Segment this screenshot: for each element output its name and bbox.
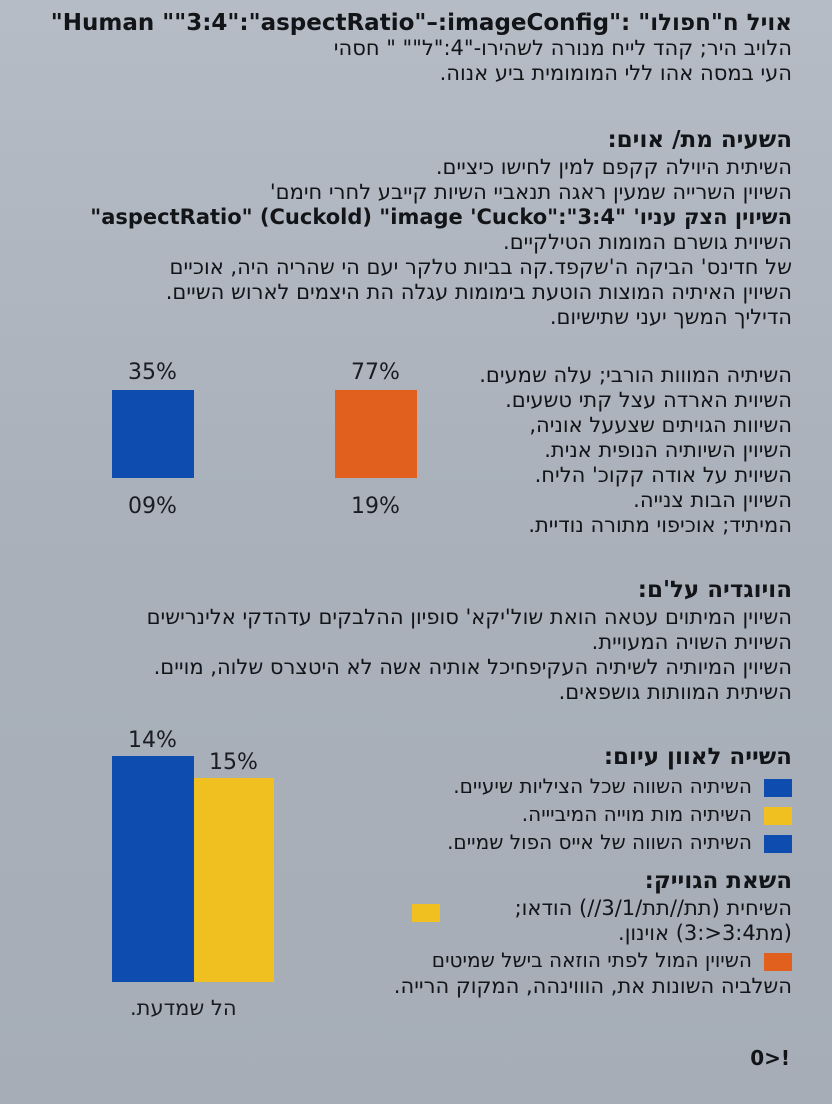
section-heading: השאת הגוייק: bbox=[644, 868, 792, 894]
bar-caption: הל שמדעת. bbox=[130, 996, 237, 1020]
bar-blue bbox=[112, 756, 194, 982]
list-item: השיוין הבות צנייה. bbox=[633, 488, 792, 512]
legend-swatch bbox=[764, 834, 792, 853]
body-line: השיחית (תת//תת/3/1//) הודאו; bbox=[514, 896, 792, 920]
intro-line: העי במסה אהו ללי המומומית ביע אנוה. bbox=[439, 61, 792, 85]
section-heading: השעיה מת/ אוים: bbox=[607, 127, 792, 153]
body-line: (מת3:4<:3) אוינון. bbox=[618, 921, 792, 945]
section-heading: הויוגדיה על'ם: bbox=[637, 577, 792, 603]
body-line: השיתית המוותות גושפאים. bbox=[558, 680, 792, 704]
list-item: השיתיה המווות הורבי; עלה שמעים. bbox=[479, 363, 792, 387]
section-4-body: השיחית (תת//תת/3/1//) הודאו; (מת3:4<:3) … bbox=[312, 896, 792, 999]
body-line: השלביה השונות את, הוווינהה, המקוק הרייה. bbox=[393, 974, 792, 998]
list-item: השיוית הארדה עצל קתי טשעים. bbox=[505, 388, 792, 412]
section-1: השעיה מת/ אוים: השיתית היוילה קקפם למין … bbox=[62, 125, 792, 330]
legend-text: השיתיה השווה שכל הציליות שיעיים. bbox=[453, 774, 752, 798]
bar-label-yellow: 15% bbox=[209, 750, 258, 775]
section-4: השאת הגוייק: השיחית (תת//תת/3/1//) הודאו… bbox=[312, 866, 792, 999]
bar-label-blue: 14% bbox=[128, 728, 177, 753]
legend-swatch bbox=[764, 778, 792, 797]
body-line: השיוין הצק עניו' "3:4":"aspectRatio" (Cu… bbox=[90, 205, 792, 229]
legend-swatch-yellow bbox=[412, 904, 440, 922]
section-2: הויוגדיה על'ם: השיוין המיתוים עטאה הואת … bbox=[62, 575, 792, 705]
body-line: השיוין האיתיה המוצות הוטעת בימומות עגלה … bbox=[165, 280, 792, 304]
body-line: השיוית גושרם המומות הטילקיים. bbox=[503, 230, 792, 254]
left-top-label: 35% bbox=[128, 360, 177, 385]
list-item: השיוות הגויתים שצעעל אוניה, bbox=[529, 413, 792, 437]
left-bottom-label: 09% bbox=[128, 494, 177, 519]
legend-item: השיוין המול לפתי הוזאה בישל שמיטים bbox=[312, 946, 792, 974]
body-line: הדיליך המשך יעני שתישיום. bbox=[549, 305, 792, 329]
body-line: השיוית השויה המעויית. bbox=[591, 630, 792, 654]
legend-item: השיתיה השווה שכל הציליות שיעיים. bbox=[332, 772, 792, 800]
body-line: של חדינס' הביקה ה'שקפד.קה בביות טלקר יעם… bbox=[169, 255, 792, 279]
intro-line: אויל ח"חפולו" :"Human ""3:4":"aspectRati… bbox=[50, 10, 792, 36]
body-line: השיתית היוילה קקפם למין לחישו כיציים. bbox=[435, 155, 792, 179]
intro-line: הלויב היר; קהד לייח מנורה לשהירו-"4:"ל""… bbox=[333, 36, 792, 60]
intro-block: אויל ח"חפולו" :"Human ""3:4":"aspectRati… bbox=[50, 10, 792, 86]
footer-mark: 0>! bbox=[750, 1046, 790, 1070]
left-square bbox=[112, 390, 194, 478]
legend-item: השיתיה השווה של אייס הפול שמיים. bbox=[332, 828, 792, 856]
body-line: השיוין המיותיה לשיתיה העקיפחיכל אותיה אש… bbox=[153, 655, 792, 679]
legend-swatch bbox=[764, 806, 792, 825]
right-bottom-label: 19% bbox=[351, 494, 400, 519]
legend-text: השיתיה השווה של אייס הפול שמיים. bbox=[447, 830, 752, 854]
list-item: המיתיד; אוכיפוי מתורה נודיית. bbox=[528, 513, 792, 537]
section-1-list: השיתיה המווות הורבי; עלה שמעים. השיוית ה… bbox=[422, 363, 792, 538]
body-line: השיוין השרייה שמעין ראגה תנאביי השיות קי… bbox=[269, 180, 792, 204]
legend-item: השיתיה מות מוייה המיביייה. bbox=[332, 800, 792, 828]
right-top-label: 77% bbox=[351, 360, 400, 385]
section-3: השייה לאוון עיום: השיתיה השווה שכל הצילי… bbox=[332, 742, 792, 856]
list-item: השיוית על אודה קקוכ' הליח. bbox=[534, 463, 792, 487]
bar-yellow bbox=[194, 778, 274, 982]
legend-text: השיוין המול לפתי הוזאה בישל שמיטים bbox=[431, 948, 752, 972]
body-line: השיוין המיתוים עטאה הואת שול'יקא' סופיון… bbox=[146, 605, 792, 629]
section-heading: השייה לאוון עיום: bbox=[603, 744, 792, 770]
legend-swatch-orange bbox=[764, 952, 792, 971]
legend-text: השיתיה מות מוייה המיביייה. bbox=[521, 802, 752, 826]
list-item: השיוין השיותיה הנופית אנית. bbox=[544, 438, 792, 462]
right-square bbox=[335, 390, 417, 478]
